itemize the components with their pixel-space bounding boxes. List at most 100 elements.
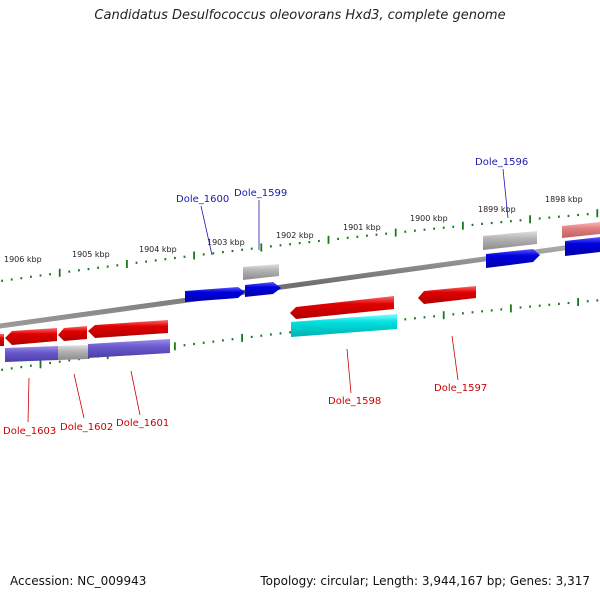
scale-label: 1900 kbp [410,214,448,223]
minor-tick [212,252,215,255]
minor-tick [404,318,407,321]
scale-label: 1901 kbp [343,223,381,232]
minor-tick [577,213,579,217]
label-dole-1603[interactable]: Dole_1603 [3,426,56,437]
major-tick [241,333,243,342]
gene-dole-1600[interactable] [185,287,245,302]
minor-tick [1,279,3,282]
label-dole-1602[interactable]: Dole_1602 [60,422,113,433]
gene-dole-1603-box[interactable] [5,346,58,362]
minor-tick [481,310,483,313]
minor-tick [1,368,3,371]
major-tick [260,243,263,252]
minor-tick [183,255,186,258]
scale-label: 1903 kbp [207,238,245,247]
label-dole-1598[interactable]: Dole_1598 [328,396,381,407]
minor-tick [346,236,349,239]
minor-tick [279,332,282,335]
minor-tick [586,213,589,216]
gene-dole-1601-red[interactable] [88,320,168,338]
minor-tick [356,235,359,238]
label-dole-1597[interactable]: Dole_1597 [434,383,487,394]
minor-tick [490,309,493,312]
minor-tick [423,228,426,231]
major-tick [39,360,42,369]
leader-line [27,377,30,423]
gene-dole-1603-red[interactable] [5,328,57,345]
gene-dole-1602-red[interactable] [58,326,87,341]
minor-tick [231,249,234,253]
minor-tick [452,313,455,316]
leader-line [346,348,352,394]
gene-dole-1598-box[interactable] [291,314,397,337]
minor-tick [500,221,503,224]
scale-label: 1902 kbp [276,231,314,240]
minor-tick [538,217,541,220]
minor-tick [529,305,531,308]
gene-dole-1601-box[interactable] [88,339,170,358]
gene-dole-1599[interactable] [245,282,281,297]
genome-title: Candidatus Desulfococcus oleovorans Hxd3… [94,8,506,23]
topology-text: Topology: circular; Length: 3,944,167 bp… [260,574,590,588]
gene-blue-far-right[interactable] [565,237,600,256]
major-tick [174,342,176,351]
leader-line [451,335,459,381]
minor-tick [97,266,99,269]
gene-red-edge[interactable] [0,334,4,346]
major-tick [126,260,128,268]
major-tick [529,215,531,224]
reverse-strand-genes [0,296,397,362]
minor-tick [250,335,253,338]
minor-tick [78,269,80,272]
major-tick [577,298,579,306]
major-tick [58,268,61,277]
label-dole-1601[interactable]: Dole_1601 [116,418,169,429]
minor-tick [481,222,483,225]
gene-dole-1598-red[interactable] [290,296,394,319]
label-dole-1600[interactable]: Dole_1600 [176,194,229,205]
minor-tick [337,237,339,240]
minor-tick [366,234,368,237]
scale-label: 1906 kbp [4,255,42,264]
minor-tick [279,244,282,247]
minor-tick [58,360,61,363]
minor-tick [558,302,560,305]
minor-tick [222,251,224,254]
minor-tick [462,312,464,315]
gene-dole-1596[interactable] [483,231,537,250]
leader-line [200,205,213,256]
minor-tick [212,340,215,343]
minor-tick [87,268,90,271]
label-dole-1596[interactable]: Dole_1596 [475,157,528,168]
gene-red-forward[interactable] [418,286,476,304]
gene-blue-right[interactable] [486,249,540,268]
label-dole-1599[interactable]: Dole_1599 [234,188,287,199]
minor-tick [68,359,71,362]
minor-tick [270,333,272,336]
scale-label: 1905 kbp [72,250,110,259]
accession-text: Accession: NC_009943 [10,574,147,588]
minor-tick [250,247,253,250]
minor-tick [567,301,570,305]
minor-tick [270,245,272,248]
scale-label: 1904 kbp [139,245,177,254]
major-tick [462,221,464,230]
major-tick [442,311,445,320]
minor-tick [20,366,23,369]
minor-tick [231,338,234,341]
minor-tick [510,220,512,223]
minor-tick [202,253,205,256]
minor-tick [68,270,71,273]
minor-tick [30,275,32,278]
minor-tick [260,334,263,337]
minor-tick [385,232,387,235]
minor-tick [433,315,435,318]
minor-tick [433,227,435,230]
gene-pink-right[interactable] [562,222,600,238]
minor-tick [308,241,311,244]
gene-dole-1602-box[interactable] [58,345,88,360]
minor-tick [49,273,51,276]
gene-gray-1[interactable] [243,264,279,280]
minor-tick [193,342,195,346]
